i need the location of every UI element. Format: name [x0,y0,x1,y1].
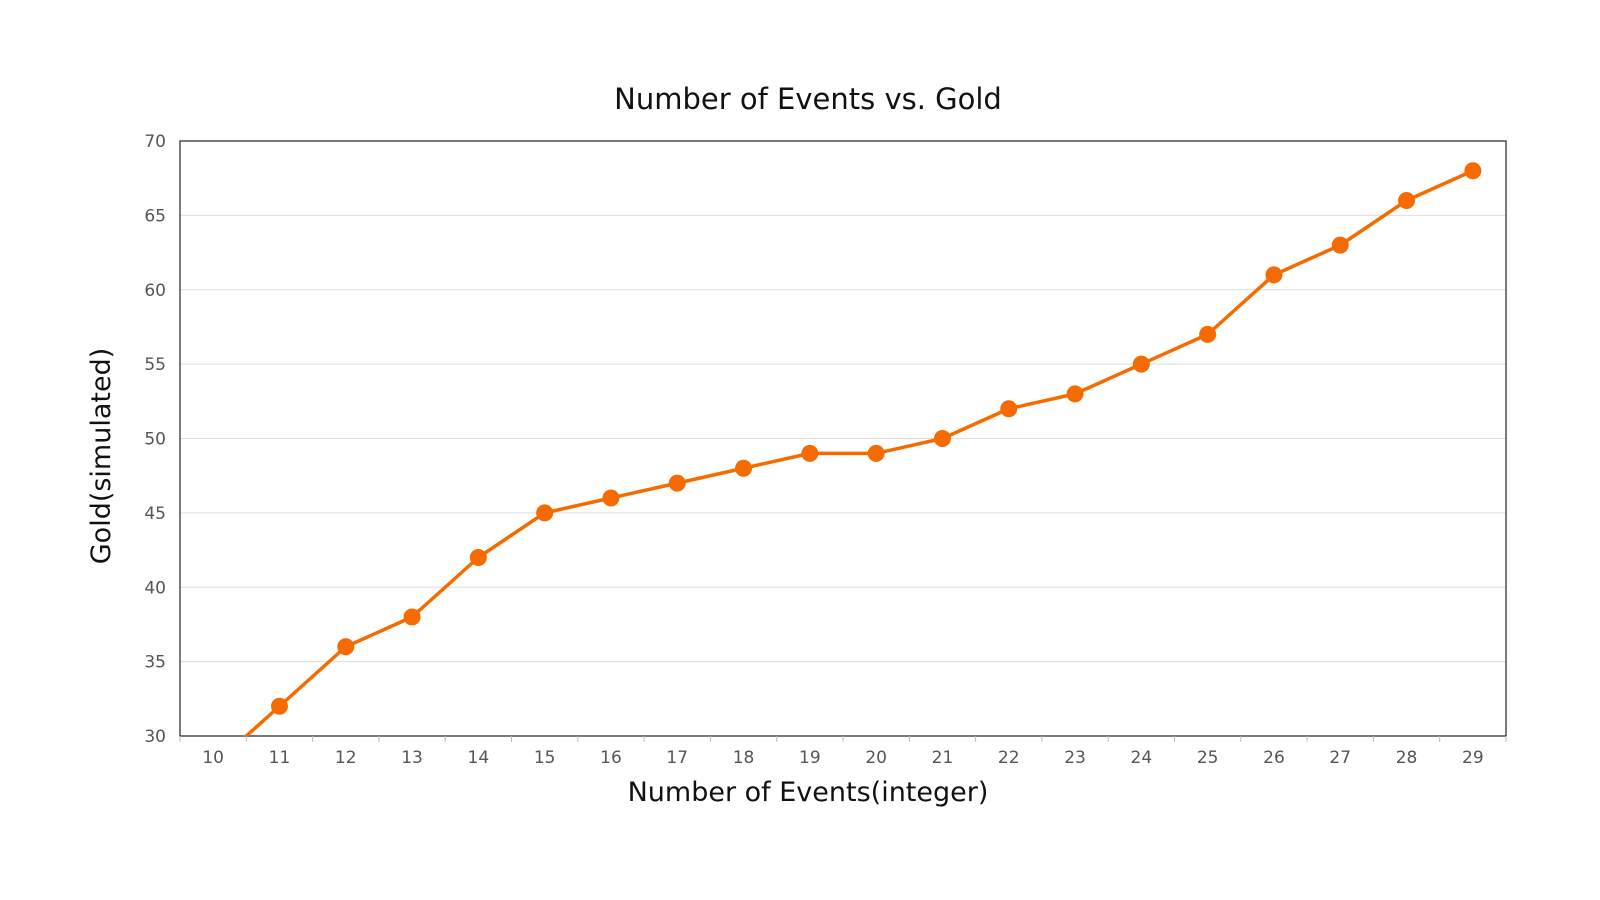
x-tick-label: 14 [468,748,490,768]
x-tick-label: 27 [1329,748,1351,768]
x-tick-label: 26 [1263,748,1285,768]
x-tick-label: 11 [269,748,291,768]
chart-title: Number of Events vs. Gold [614,82,1002,116]
data-point [1132,355,1150,373]
y-tick-label: 70 [144,132,166,152]
y-tick-label: 60 [144,281,166,301]
data-point [1398,192,1416,209]
data-point [1331,236,1349,254]
y-tick-label: 40 [144,578,166,598]
x-tick-label: 20 [865,748,887,768]
data-point [337,638,355,656]
y-axis-ticks: 30 35 40 45 50 55 60 65 70 [144,132,166,747]
x-tick-label: 17 [666,748,688,768]
data-point [933,430,951,447]
gridlines [180,214,1506,663]
y-tick-label: 50 [144,430,166,450]
x-tick-label: 10 [202,748,224,768]
data-point [668,474,686,492]
x-tick-label: 21 [932,748,954,768]
x-tick-label: 12 [335,748,357,768]
data-point [469,549,487,566]
series-gold [243,162,1482,736]
data-point [1199,325,1217,343]
data-point [867,444,885,462]
x-tick-label: 24 [1131,748,1153,768]
y-tick-label: 45 [144,504,166,524]
y-tick-label: 35 [144,653,166,673]
x-tick-label: 29 [1462,748,1484,768]
data-point [602,489,620,507]
data-point [536,504,554,522]
data-point [1066,385,1084,403]
data-point [270,697,288,715]
y-tick-label: 65 [144,206,166,226]
data-point [1000,400,1018,418]
data-point [1265,266,1283,284]
data-point [735,459,753,477]
y-tick-label: 55 [144,355,166,375]
data-point [403,608,421,626]
x-axis-ticks: 10 11 12 13 14 15 16 17 18 19 20 21 22 23 24 25 26 27 28 29 [179,736,1507,768]
x-tick-label: 18 [733,748,755,768]
data-point [801,444,819,462]
x-tick-label: 13 [401,748,423,768]
x-tick-label: 23 [1064,748,1086,768]
x-tick-label: 22 [998,748,1020,768]
data-point [1464,162,1482,180]
x-tick-label: 15 [534,748,556,768]
series-line [243,169,1475,736]
x-tick-label: 28 [1396,748,1418,768]
y-tick-label: 30 [144,727,166,747]
x-tick-label: 16 [600,748,622,768]
x-tick-label: 25 [1197,748,1219,768]
y-axis-title: Gold(simulated) [86,348,117,565]
x-axis-title: Number of Events(integer) [628,777,989,808]
x-tick-label: 19 [799,748,821,768]
